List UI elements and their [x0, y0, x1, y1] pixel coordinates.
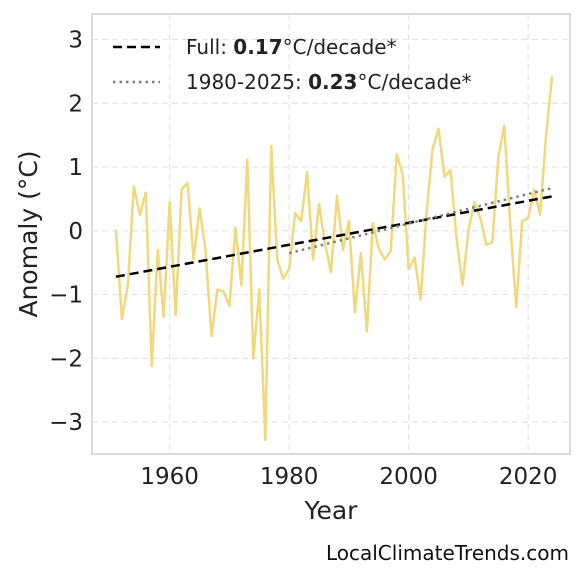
x-tick-label: 1960 [140, 464, 199, 490]
y-tick-label: 3 [68, 28, 83, 54]
legend-label-full: Full: 0.17°C/decade* [186, 35, 397, 59]
x-tick-label: 1980 [260, 464, 319, 490]
y-axis-title: Anomaly (°C) [14, 150, 43, 317]
y-tick-label: 1 [68, 155, 83, 181]
legend: Full: 0.17°C/decade* 1980-2025: 0.23°C/d… [113, 35, 471, 94]
legend-label-recent: 1980-2025: 0.23°C/decade* [186, 70, 471, 94]
grid [92, 14, 570, 454]
x-tick-label: 2000 [379, 464, 438, 490]
y-tick-label: −1 [49, 283, 83, 309]
y-axis: −3 −2 −1 0 1 2 3 [49, 28, 83, 437]
anomaly-series-line [114, 76, 554, 442]
x-tick-label: 2020 [499, 464, 558, 490]
y-tick-label: −3 [49, 410, 83, 436]
y-tick-label: 0 [68, 219, 83, 245]
y-tick-label: −2 [49, 346, 83, 372]
credit-text: LocalClimateTrends.com [326, 541, 569, 565]
series-layer [114, 76, 554, 442]
y-tick-label: 2 [68, 91, 83, 117]
trend-line-full [115, 195, 553, 278]
x-axis-title: Year [304, 496, 359, 525]
x-axis: 1960 1980 2000 2020 [140, 464, 557, 490]
